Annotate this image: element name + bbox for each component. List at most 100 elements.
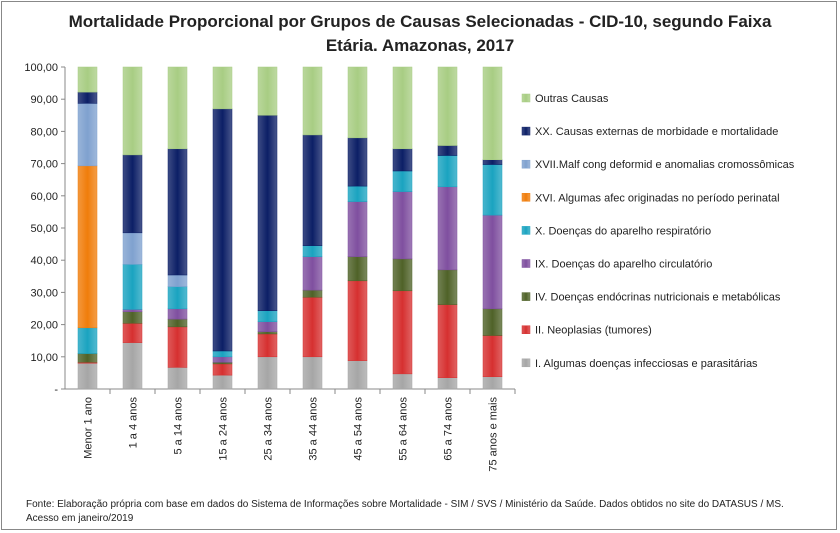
- bar-segment: [77, 165, 98, 329]
- source-note: Fonte: Elaboração própria com base em da…: [26, 498, 784, 526]
- bar-segment: [482, 308, 503, 336]
- bar-segment: [437, 304, 458, 378]
- x-tick-label: 25 a 34 anos: [263, 397, 275, 461]
- bar-segment: [167, 274, 188, 287]
- legend-label: I. Algumas doenças infecciosas e parasit…: [535, 358, 758, 370]
- legend-label: IV. Doenças endócrinas nutricionais e me…: [535, 292, 781, 304]
- bar-segment: [167, 148, 188, 276]
- bar-segment: [77, 327, 98, 354]
- bar-segment: [302, 296, 323, 358]
- source-line-1: Fonte: Elaboração própria com base em da…: [26, 499, 784, 510]
- x-tick-label: 45 a 54 anos: [353, 397, 365, 461]
- y-tick-label: 100,00: [24, 62, 58, 74]
- legend-label: XX. Causas externas de morbidade e morta…: [535, 126, 778, 138]
- bar-segment: [347, 185, 368, 202]
- bar-segment: [257, 115, 278, 312]
- x-tick-label: 35 a 44 anos: [308, 397, 320, 461]
- bar-segment: [122, 66, 143, 156]
- bar-segment: [347, 256, 368, 282]
- bar-segment: [482, 335, 503, 378]
- bar-segment: [392, 373, 413, 390]
- legend-label: XVII.Malf cong deformid e anomalias crom…: [535, 159, 795, 171]
- bar-segment: [257, 66, 278, 116]
- legend-label: II. Neoplasias (tumores): [535, 325, 652, 337]
- legend-swatch: [521, 325, 531, 334]
- bar-segment: [122, 342, 143, 390]
- bar-segment: [257, 333, 278, 358]
- bar-segment: [347, 201, 368, 257]
- y-tick-label: 40,00: [30, 255, 58, 267]
- legend-swatch: [521, 259, 531, 268]
- bar-segment: [347, 66, 368, 139]
- bar-segment: [122, 232, 143, 265]
- bar-segment: [122, 323, 143, 343]
- bar-segment: [212, 363, 233, 376]
- x-tick-label: 5 a 14 anos: [173, 397, 185, 455]
- legend-label: XVI. Algumas afec originadas no período …: [535, 192, 780, 204]
- bar-segment: [482, 66, 503, 160]
- bar-segment: [437, 145, 458, 156]
- bar-segment: [482, 164, 503, 216]
- bar-segment: [77, 103, 98, 167]
- bar-segment: [167, 66, 188, 150]
- bar-segment: [347, 360, 368, 390]
- title-line-2: Etária. Amazonas, 2017: [325, 36, 515, 55]
- x-tick-label: 1 a 4 anos: [128, 397, 140, 449]
- bar-segment: [257, 310, 278, 322]
- chart-title: Mortalidade Proporcional por Grupos de C…: [0, 10, 840, 58]
- x-tick-label: 55 a 64 anos: [398, 397, 410, 461]
- source-line-2: Acesso em janeiro/2019: [26, 513, 134, 524]
- bar-segment: [167, 308, 188, 320]
- bar-segment: [392, 66, 413, 150]
- bar-segment: [77, 66, 98, 93]
- y-tick-label: 10,00: [30, 352, 58, 364]
- bar-segment: [167, 318, 188, 328]
- legend-swatch: [521, 193, 531, 202]
- legend-label: Outras Causas: [535, 93, 609, 105]
- legend-swatch: [521, 159, 531, 169]
- bar-segment: [212, 108, 233, 352]
- bar-segment: [437, 186, 458, 271]
- bar-segment: [257, 356, 278, 390]
- bar-segment: [212, 350, 233, 358]
- bar-segment: [77, 362, 98, 390]
- bar-segment: [482, 376, 503, 390]
- bar-segment: [392, 290, 413, 375]
- bar-segment: [302, 256, 323, 291]
- legend-label: X. Doenças do aparelho respiratório: [535, 225, 711, 237]
- bar-segment: [77, 91, 98, 104]
- x-tick-label: 65 a 74 anos: [443, 397, 455, 461]
- legend-swatch: [521, 226, 531, 235]
- y-tick-label: -: [54, 384, 58, 396]
- y-tick-label: 20,00: [30, 320, 58, 332]
- bar-segment: [77, 353, 98, 363]
- bar-segment: [167, 326, 188, 368]
- y-tick-label: 50,00: [30, 223, 58, 235]
- bar-segment: [212, 356, 233, 363]
- y-tick-label: 90,00: [30, 94, 58, 106]
- x-tick-label: 75 anos e mais: [488, 397, 500, 472]
- bar-segment: [392, 148, 413, 172]
- y-tick-label: 80,00: [30, 126, 58, 138]
- bar-segment: [347, 137, 368, 187]
- legend-swatch: [521, 292, 531, 301]
- bar-segment: [392, 191, 413, 260]
- bar-segment: [257, 321, 278, 332]
- bar-segment: [437, 66, 458, 146]
- bar-segment: [437, 155, 458, 188]
- bar-segment: [122, 154, 143, 234]
- bar-segment: [302, 134, 323, 246]
- bar-segment: [122, 309, 143, 312]
- bar-segment: [122, 264, 143, 310]
- bar-segment: [302, 289, 323, 298]
- bar-segment: [482, 159, 503, 165]
- x-tick-label: Menor 1 ano: [83, 397, 95, 459]
- bar-segment: [437, 269, 458, 305]
- y-tick-label: 70,00: [30, 159, 58, 171]
- bar-segment: [212, 374, 233, 390]
- bar-segment: [437, 377, 458, 390]
- bar-segment: [167, 367, 188, 390]
- legend-swatch: [521, 358, 531, 368]
- bar-segment: [212, 66, 233, 110]
